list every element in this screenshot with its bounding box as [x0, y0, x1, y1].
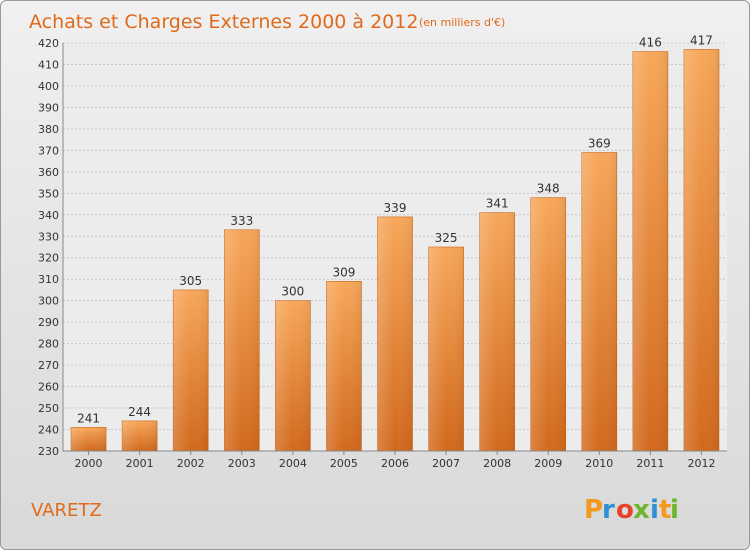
- value-label: 241: [77, 411, 100, 425]
- value-label: 300: [281, 285, 304, 299]
- value-label: 305: [179, 274, 202, 288]
- brand-letter: o: [616, 495, 634, 525]
- value-label: 369: [588, 137, 611, 151]
- bar: [632, 51, 669, 452]
- value-label: 341: [486, 197, 509, 211]
- bar: [326, 281, 362, 452]
- x-tick-label: 2007: [432, 457, 460, 470]
- y-tick-label: 310: [38, 273, 59, 286]
- brand-letter: i: [670, 495, 679, 525]
- bar: [581, 152, 618, 452]
- brand-letter: P: [584, 495, 603, 525]
- y-tick-label: 230: [38, 445, 59, 458]
- x-tick-label: 2001: [126, 457, 154, 470]
- bar-shine: [428, 247, 464, 451]
- bars: [70, 49, 720, 452]
- y-tick-label: 420: [38, 37, 59, 50]
- y-tick-label: 320: [38, 252, 59, 265]
- y-tick-label: 410: [38, 58, 59, 71]
- y-tick-label: 340: [38, 209, 59, 222]
- y-tick-label: 280: [38, 338, 59, 351]
- y-axis-ticks: 230 240 250 260 270 280 290 300 310 320 330 340 350 3…: [38, 37, 59, 458]
- x-tick-label: 2010: [585, 457, 613, 470]
- y-tick-label: 390: [38, 101, 59, 114]
- bar: [121, 420, 158, 452]
- y-tick-label: 370: [38, 144, 59, 157]
- y-tick-label: 380: [38, 123, 59, 136]
- y-tick-label: 300: [38, 295, 59, 308]
- bar: [428, 246, 464, 452]
- bar: [683, 49, 720, 452]
- y-tick-label: 360: [38, 166, 59, 179]
- bar-shine: [479, 212, 515, 451]
- bar-shine: [377, 216, 413, 451]
- bar: [223, 229, 260, 452]
- x-tick-label: 2002: [177, 457, 205, 470]
- x-tick-label: 2004: [279, 457, 307, 470]
- value-label: 348: [537, 182, 560, 196]
- value-label: 417: [690, 33, 713, 47]
- bar-shine: [173, 289, 209, 451]
- proxiti-logo: Pr o x i ti: [584, 495, 679, 525]
- x-tick-label: 2012: [687, 457, 715, 470]
- y-tick-label: 290: [38, 316, 59, 329]
- y-tick-label: 270: [38, 359, 59, 372]
- bar: [172, 289, 209, 452]
- x-tick-label: 2003: [228, 457, 256, 470]
- value-label: 309: [332, 265, 355, 279]
- bar-shine: [275, 300, 311, 451]
- value-label: 244: [128, 405, 151, 419]
- y-tick-label: 240: [38, 424, 59, 437]
- brand-letter: t: [659, 495, 671, 525]
- x-axis-ticks: 2000 2001 2002 2003 2004 2005 2006 2007 2008 2009…: [75, 451, 715, 470]
- y-tick-label: 260: [38, 381, 59, 394]
- bar-shine: [326, 281, 362, 451]
- bar-shine: [632, 51, 668, 451]
- commune-name: VARETZ: [31, 500, 102, 521]
- bar-shine: [224, 229, 260, 451]
- x-tick-label: 2009: [534, 457, 562, 470]
- y-tick-label: 330: [38, 230, 59, 243]
- y-tick-label: 250: [38, 402, 59, 415]
- value-label: 325: [435, 231, 458, 245]
- bar: [275, 300, 311, 452]
- x-tick-label: 2000: [75, 457, 103, 470]
- bar-shine: [530, 197, 566, 451]
- bar-shine: [122, 420, 158, 451]
- brand-letter: i: [650, 495, 659, 525]
- brand-letter: x: [633, 495, 650, 525]
- bar: [479, 212, 515, 452]
- bar-shine: [581, 152, 617, 451]
- value-label: 339: [384, 201, 407, 215]
- x-tick-label: 2008: [483, 457, 511, 470]
- value-label: 416: [639, 36, 662, 50]
- x-tick-label: 2011: [636, 457, 664, 470]
- bar: [377, 216, 413, 452]
- bar-shine: [71, 427, 107, 451]
- value-label: 333: [230, 214, 253, 228]
- value-labels: 241 244 305 333 300 309 339 325 341 348 369 416 417: [77, 33, 713, 425]
- chart-subtitle: (en milliers d'€): [419, 16, 505, 29]
- y-tick-label: 350: [38, 187, 59, 200]
- y-tick-label: 400: [38, 80, 59, 93]
- bar: [70, 427, 107, 452]
- x-tick-label: 2006: [381, 457, 409, 470]
- x-tick-label: 2005: [330, 457, 358, 470]
- bar: [530, 197, 567, 452]
- bar-shine: [683, 49, 719, 451]
- chart-title: Achats et Charges Externes 2000 à 2012: [29, 11, 418, 33]
- brand-letter: r: [602, 495, 615, 525]
